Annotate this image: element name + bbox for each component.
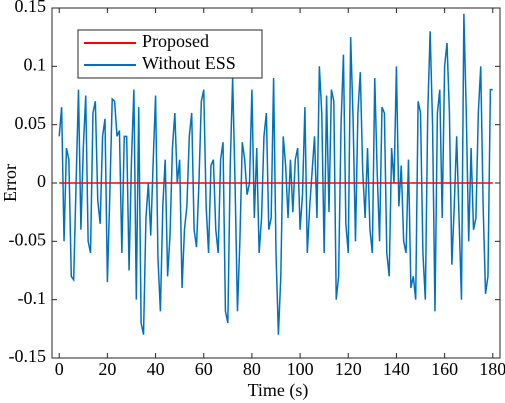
x-tick-label: 20 (98, 359, 116, 379)
series-line (58, 13, 493, 335)
x-tick-label: 140 (383, 359, 410, 379)
y-axis-label: Error (0, 164, 20, 202)
legend-label: Without ESS (142, 53, 236, 73)
y-tick-label: 0.05 (15, 113, 47, 133)
x-axis-label: Time (s) (248, 380, 309, 401)
x-tick-label: 40 (147, 359, 165, 379)
x-tick-label: 60 (195, 359, 213, 379)
x-tick-label: 120 (335, 359, 362, 379)
y-tick-label: 0 (37, 171, 46, 191)
legend-box (77, 29, 263, 79)
y-tick-label: -0.15 (9, 346, 47, 366)
y-tick-label: 0.15 (15, 0, 47, 16)
y-tick-label: -0.1 (18, 288, 47, 308)
x-tick-label: 0 (55, 359, 64, 379)
x-tick-label: 180 (479, 359, 505, 379)
x-tick-label: 100 (287, 359, 314, 379)
y-tick-label: -0.05 (9, 229, 47, 249)
legend-label: Proposed (142, 31, 209, 51)
x-tick-label: 160 (431, 359, 458, 379)
x-tick-label: 80 (243, 359, 261, 379)
plot-frame (51, 7, 501, 359)
y-tick-label: 0.1 (24, 54, 47, 74)
